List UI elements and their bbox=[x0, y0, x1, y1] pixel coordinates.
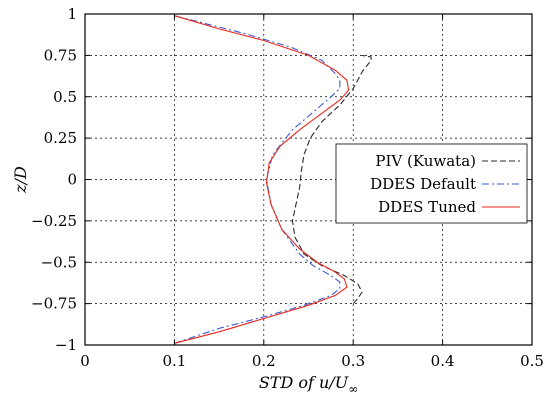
legend-label: DDES Tuned bbox=[378, 198, 476, 216]
y-tick-label: −0.5 bbox=[41, 253, 77, 271]
x-tick-label: 0.3 bbox=[341, 352, 365, 370]
y-axis-title: z/D bbox=[11, 166, 30, 194]
y-tick-label: 0.5 bbox=[53, 88, 77, 106]
x-tick-label: 0 bbox=[80, 352, 90, 370]
legend-box bbox=[335, 143, 528, 224]
tick-labels: 0 0.1 0.2 0.3 0.4 0.5 −1 −0.75 −0.5 −0.25 0 0.25 0.5… bbox=[31, 5, 544, 370]
series-line bbox=[174, 15, 341, 344]
x-tick-label: 0.5 bbox=[520, 352, 544, 370]
y-tick-label: 0 bbox=[67, 171, 77, 189]
legend-label: DDES Default bbox=[370, 175, 476, 193]
y-tick-label: 0.25 bbox=[44, 129, 77, 147]
legend-label: PIV (Kuwata) bbox=[375, 152, 476, 170]
x-tick-label: 0.1 bbox=[162, 352, 186, 370]
series-line bbox=[174, 15, 350, 344]
x-axis-title-main: STD of u/U bbox=[259, 373, 349, 392]
legend: PIV (Kuwata) DDES Default DDES Tuned bbox=[335, 143, 528, 224]
y-tick-label: −1 bbox=[55, 336, 77, 354]
x-axis-title: STD of u/U∞ bbox=[259, 373, 358, 396]
series-layer bbox=[174, 15, 372, 344]
series-line bbox=[291, 54, 372, 304]
y-tick-label: 1 bbox=[67, 5, 77, 23]
x-tick-label: 0.4 bbox=[431, 352, 455, 370]
y-tick-label: −0.25 bbox=[31, 212, 77, 230]
x-tick-label: 0.2 bbox=[252, 352, 276, 370]
y-tick-label: −0.75 bbox=[31, 295, 77, 313]
y-tick-label: 0.75 bbox=[44, 46, 77, 64]
x-axis-title-subscript: ∞ bbox=[348, 382, 358, 396]
